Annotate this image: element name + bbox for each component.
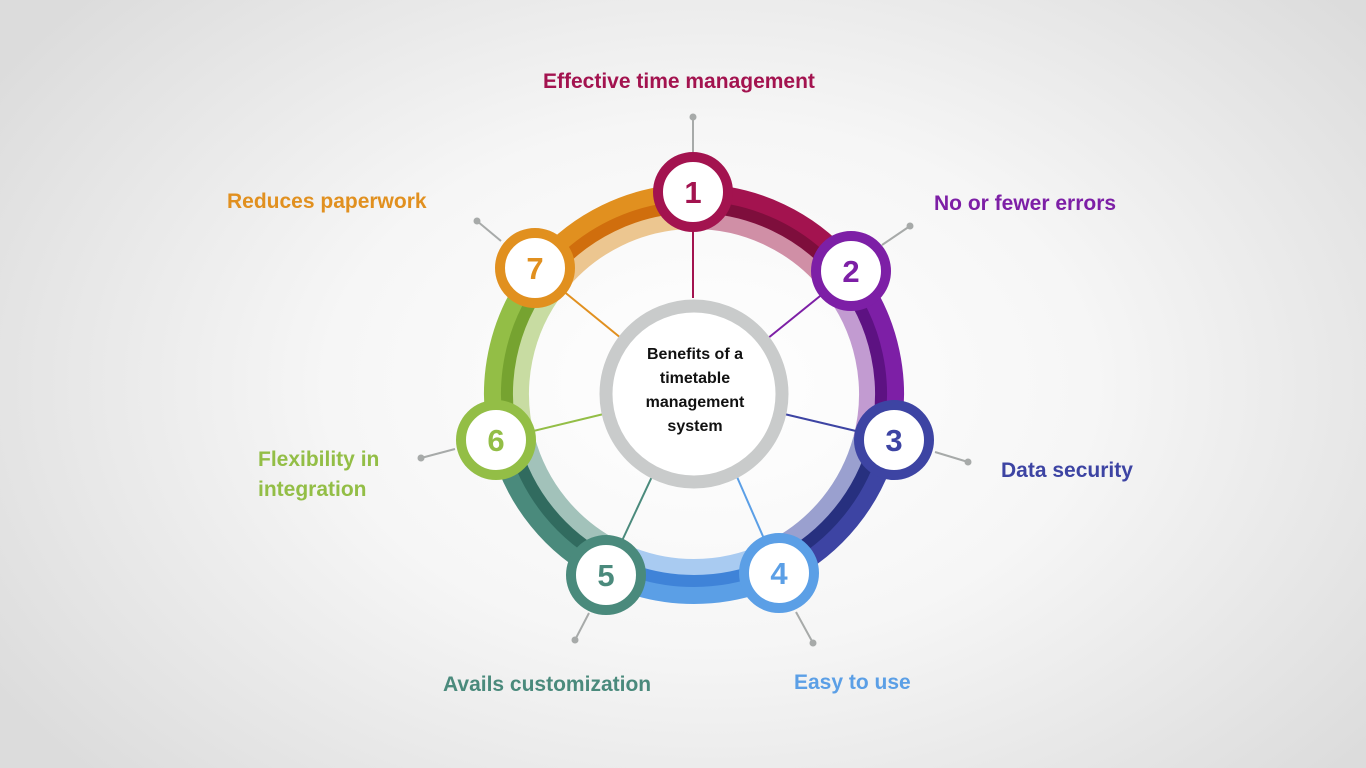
node-number: 1: [684, 175, 701, 210]
node-1: 1: [653, 152, 733, 232]
numbered-nodes: 1 2 3 4 5 6 7: [456, 152, 934, 615]
benefit-label-5: Avails customization: [443, 673, 652, 696]
node-number: 5: [597, 558, 614, 593]
leader-line: [881, 225, 911, 246]
node-number: 2: [842, 254, 859, 289]
leader-dot: [689, 113, 697, 121]
benefit-label-4: Easy to use: [794, 671, 911, 694]
leader-line: [574, 612, 590, 641]
leader-line: [934, 451, 969, 463]
node-circle: [456, 400, 536, 480]
leader-dot: [809, 639, 817, 647]
node-5: 5: [566, 535, 646, 615]
leader-dot: [473, 217, 481, 225]
leader-dot: [417, 454, 425, 462]
node-circle: [566, 535, 646, 615]
center-title: Benefits of a timetable management syste…: [645, 346, 745, 435]
node-number: 7: [526, 251, 543, 286]
node-number: 3: [885, 423, 902, 458]
leader-dot: [964, 458, 972, 466]
leader-line: [476, 220, 502, 242]
leader-dot: [571, 636, 579, 644]
node-circle: [495, 228, 575, 308]
leader-lines: [417, 113, 972, 647]
node-7: 7: [495, 228, 575, 308]
benefit-label-3: Data security: [1001, 459, 1133, 482]
benefit-label-7: Reduces paperwork: [227, 190, 427, 213]
benefit-label-1: Effective time management: [543, 70, 815, 93]
node-number: 6: [487, 423, 504, 458]
benefit-label-2: No or fewer errors: [934, 192, 1117, 215]
node-number: 4: [770, 556, 788, 591]
node-3: 3: [854, 400, 934, 480]
node-4: 4: [739, 533, 819, 613]
node-circle: [653, 152, 733, 232]
node-circle: [739, 533, 819, 613]
leader-line: [795, 611, 814, 644]
leader-line: [420, 448, 456, 459]
node-6: 6: [456, 400, 536, 480]
benefit-label-6: Flexibility in integration: [258, 448, 380, 501]
node-2: 2: [811, 231, 891, 311]
center-circle: [599, 299, 789, 489]
node-circle: [854, 400, 934, 480]
leader-dot: [906, 222, 914, 230]
node-circle: [811, 231, 891, 311]
